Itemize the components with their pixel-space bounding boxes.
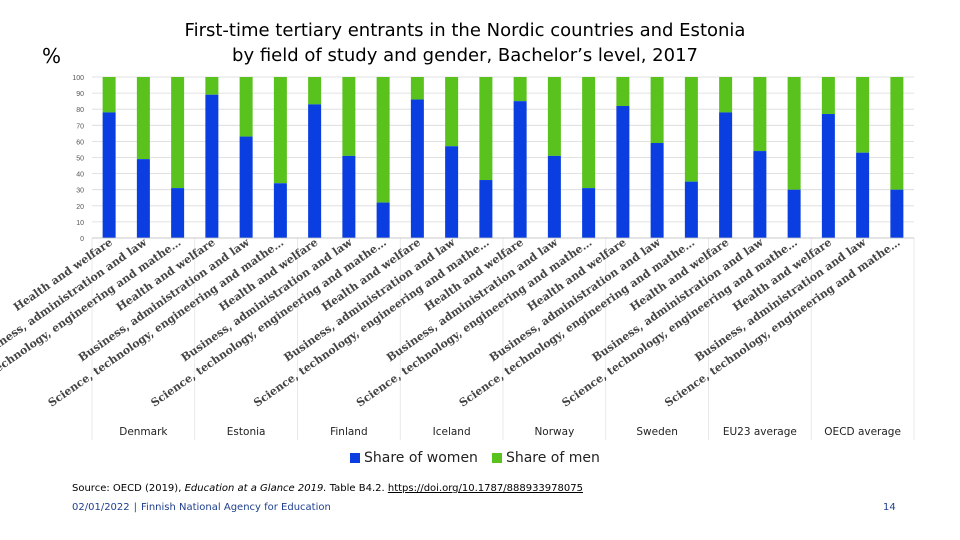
bar-men xyxy=(171,77,185,189)
bar-men xyxy=(787,77,801,190)
bar-men xyxy=(479,77,493,181)
chart-title-line1: First-time tertiary entrants in the Nord… xyxy=(184,20,746,41)
y-tick-label: 20 xyxy=(76,204,84,211)
chart-title: First-time tertiary entrants in the Nord… xyxy=(150,18,780,68)
footer-date: 02/01/2022 xyxy=(72,502,130,513)
bar-women xyxy=(582,188,596,238)
source-publication: Education at a Glance 2019. xyxy=(184,483,327,494)
bar-women xyxy=(308,104,322,239)
bar-women xyxy=(787,189,801,238)
y-unit-label: % xyxy=(42,44,62,68)
source-note: Source: OECD (2019), Education at a Glan… xyxy=(72,483,583,494)
bar-men xyxy=(513,77,527,102)
bar-women xyxy=(171,188,185,238)
y-tick-label: 40 xyxy=(76,172,84,179)
bar-women xyxy=(753,151,767,238)
x-group-label: Sweden xyxy=(636,426,678,438)
legend-label-men: Share of men xyxy=(505,450,600,466)
legend-item-men: Share of men xyxy=(491,450,600,466)
bar-women xyxy=(650,143,664,238)
legend-item-women: Share of women xyxy=(350,450,478,466)
bar-women xyxy=(856,152,870,238)
bar-women xyxy=(205,94,219,239)
bar-women xyxy=(376,202,390,238)
y-tick-label: 80 xyxy=(76,107,84,114)
bar-men xyxy=(821,77,835,115)
y-tick-label: 60 xyxy=(76,139,84,146)
bar-women xyxy=(890,189,904,238)
source-prefix: Source: OECD (2019), xyxy=(72,483,185,494)
source-link[interactable]: https://doi.org/10.1787/888933978075 xyxy=(387,483,583,494)
bar-men xyxy=(136,77,150,160)
bar-men xyxy=(856,77,870,153)
bar-women xyxy=(479,180,493,238)
bar-women xyxy=(239,136,253,238)
x-group-label: Denmark xyxy=(119,426,168,438)
y-tick-label: 70 xyxy=(76,123,84,130)
y-tick-label: 30 xyxy=(76,188,84,195)
bar-women xyxy=(616,105,630,238)
x-group-label: Norway xyxy=(534,426,574,438)
footer-separator: | xyxy=(133,502,138,513)
footer-org: Finnish National Agency for Education xyxy=(141,502,331,513)
bar-women xyxy=(342,155,356,238)
bar-women xyxy=(410,99,424,238)
bar-men xyxy=(616,77,630,106)
bar-women xyxy=(273,183,287,238)
bar-men xyxy=(376,77,390,203)
x-group-label: Estonia xyxy=(227,426,266,438)
bar-women xyxy=(445,146,459,238)
y-tick-label: 50 xyxy=(76,156,84,163)
bar-women xyxy=(821,114,835,238)
legend-swatch-women xyxy=(350,453,360,463)
bar-women xyxy=(136,159,150,238)
bar-men xyxy=(650,77,664,144)
bar-men xyxy=(342,77,356,156)
bar-men xyxy=(205,77,219,95)
bar-men xyxy=(582,77,596,189)
bar-women xyxy=(513,101,527,239)
bar-women xyxy=(547,155,561,238)
bar-women xyxy=(102,112,116,238)
bar-men xyxy=(239,77,253,137)
y-tick-label: 10 xyxy=(76,220,84,227)
bar-men xyxy=(273,77,287,184)
legend-swatch-men xyxy=(491,453,502,463)
source-suffix: Table B4.2. xyxy=(326,483,388,494)
x-group-label: OECD average xyxy=(824,426,901,438)
bar-men xyxy=(753,77,767,152)
bar-men xyxy=(684,77,698,182)
legend: Share of women Share of men xyxy=(350,450,614,466)
bar-men xyxy=(445,77,459,147)
bar-men xyxy=(719,77,733,113)
footer: 02/01/2022 | Finnish National Agency for E… xyxy=(72,502,331,513)
y-tick-label: 100 xyxy=(72,75,84,82)
y-tick-label: 90 xyxy=(76,91,84,98)
bar-men xyxy=(410,77,424,100)
bar-men xyxy=(308,77,322,105)
x-group-label: Iceland xyxy=(433,426,471,438)
page-number: 14 xyxy=(883,502,896,513)
bar-women xyxy=(719,112,733,238)
bar-women xyxy=(684,181,698,238)
bar-men xyxy=(102,77,116,113)
legend-label-women: Share of women xyxy=(364,450,478,466)
x-group-label: Finland xyxy=(330,426,368,438)
x-group-label: EU23 average xyxy=(723,426,797,438)
bar-men xyxy=(547,77,561,156)
chart-title-line2: by field of study and gender, Bachelor’s… xyxy=(232,45,698,66)
bar-men xyxy=(890,77,904,190)
y-tick-label: 0 xyxy=(80,236,84,243)
